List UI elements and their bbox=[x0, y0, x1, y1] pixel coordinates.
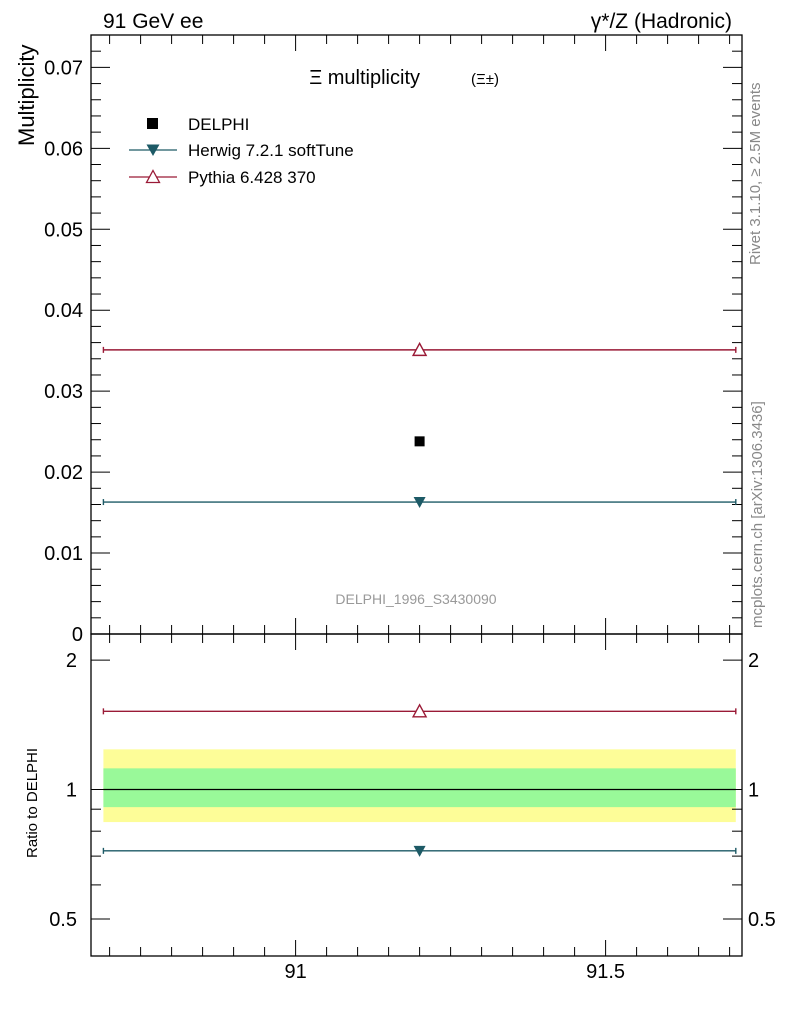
legend-label-delphi: DELPHI bbox=[188, 115, 249, 134]
header-left: 91 GeV ee bbox=[103, 10, 203, 33]
ratio-ytick-label-right: 2 bbox=[748, 650, 759, 672]
main-ytick-label: 0 bbox=[72, 624, 83, 646]
main-marks bbox=[102, 341, 737, 509]
ratio-herwig-point bbox=[413, 845, 426, 857]
x-tick-labels: 91 91.5 bbox=[284, 961, 625, 983]
ratio-frame bbox=[90, 633, 743, 957]
plot-title: Ξ multiplicity bbox=[309, 67, 420, 89]
herwig-point bbox=[413, 497, 426, 509]
delphi-point bbox=[414, 436, 425, 447]
main-tick-labels: 0 0.01 0.02 0.03 0.04 0.05 0.06 0.07 bbox=[44, 57, 83, 646]
legend: DELPHI Herwig 7.2.1 softTune Pythia 6.42… bbox=[129, 115, 354, 187]
ratio-pythia-point bbox=[411, 703, 428, 718]
header-right: γ*/Z (Hadronic) bbox=[591, 10, 732, 33]
mcplots-label: mcplots.cern.ch [arXiv:1306.3436] bbox=[749, 401, 766, 628]
ratio-ylabel: Ratio to DELPHI bbox=[24, 748, 41, 858]
main-ytick-label: 0.02 bbox=[44, 462, 83, 484]
rivet-label: Rivet 3.1.10, ≥ 2.5M events bbox=[747, 83, 764, 266]
ratio-bands bbox=[103, 749, 736, 823]
plot-title-suffix: (Ξ±) bbox=[471, 71, 499, 88]
main-ytick-label: 0.05 bbox=[44, 219, 83, 241]
main-ylabel: Multiplicity bbox=[14, 45, 39, 146]
legend-label-herwig: Herwig 7.2.1 softTune bbox=[188, 141, 354, 160]
legend-label-pythia: Pythia 6.428 370 bbox=[188, 168, 316, 187]
legend-marker-pythia bbox=[145, 169, 161, 184]
ratio-marks bbox=[102, 703, 737, 857]
main-ytick-label: 0.06 bbox=[44, 138, 83, 160]
ratio-ytick-label-left: 0.5 bbox=[49, 909, 77, 931]
ratio-tick-labels: 0.5 0.5 1 1 2 2 bbox=[49, 650, 776, 931]
legend-marker-delphi bbox=[147, 118, 158, 129]
main-ytick-label: 0.04 bbox=[44, 300, 83, 322]
ratio-ytick-label-right: 0.5 bbox=[748, 909, 776, 931]
ratio-ytick-label-right: 1 bbox=[748, 780, 759, 802]
analysis-watermark: DELPHI_1996_S3430090 bbox=[335, 591, 496, 607]
main-ytick-label: 0.01 bbox=[44, 543, 83, 565]
xtick-label: 91 bbox=[284, 961, 306, 983]
ratio-ticks bbox=[91, 634, 742, 956]
ratio-ytick-label-left: 1 bbox=[66, 780, 77, 802]
ratio-ytick-label-left: 2 bbox=[66, 650, 77, 672]
main-panel: Multiplicity 0 0.01 0.02 0.03 0.04 0.05 0.06 0.… bbox=[14, 34, 743, 646]
main-ytick-label: 0.03 bbox=[44, 381, 83, 403]
pythia-point bbox=[411, 341, 428, 357]
ratio-panel: 0.5 0.5 1 1 2 2 91 91.5 Ratio to DELPHI bbox=[24, 633, 776, 983]
legend-marker-herwig bbox=[146, 144, 160, 156]
ratio-band-inner bbox=[103, 768, 736, 808]
xtick-label: 91.5 bbox=[586, 961, 625, 983]
main-ytick-label: 0.07 bbox=[44, 57, 83, 79]
